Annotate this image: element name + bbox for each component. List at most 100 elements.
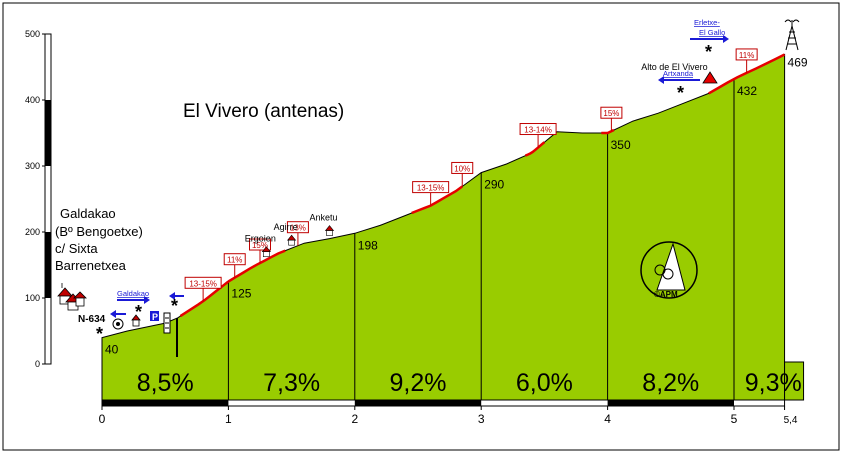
road-artxanda-label: Artxanda bbox=[663, 69, 694, 78]
altitude-label: 40 bbox=[105, 343, 119, 357]
gradient-tag-box bbox=[451, 161, 474, 174]
place-label: Alto de El Vivero bbox=[641, 62, 707, 72]
km-dividers bbox=[227, 78, 735, 400]
altitude-label: 290 bbox=[484, 178, 504, 192]
start-place: Galdakao (Bº Bengoetxe) c/ Sixta Barrene… bbox=[55, 206, 143, 273]
place-labels: Ergoien Agirre Anketu Alto de El Vivero bbox=[245, 62, 708, 258]
church-icon bbox=[131, 314, 141, 327]
x-tick-label: 5,4 bbox=[784, 415, 798, 426]
svg-text:P: P bbox=[152, 312, 158, 322]
gradient-tag-label: 10% bbox=[454, 164, 470, 173]
gradient-tag-label: 15% bbox=[252, 241, 268, 250]
roundabout-icon bbox=[112, 318, 124, 330]
y-tick-label: 400 bbox=[25, 95, 40, 105]
x-tick-labels: 0 1 2 3 4 5 5,4 bbox=[99, 406, 798, 426]
gradient-tag-box bbox=[412, 181, 450, 194]
x-bar-block bbox=[607, 400, 734, 406]
house-icon bbox=[263, 251, 270, 258]
x-axis-bar bbox=[101, 399, 786, 407]
segment-gradient-label: 8,2% bbox=[642, 369, 699, 397]
gradient-tag-box bbox=[184, 276, 222, 289]
y-tick-label: 500 bbox=[25, 29, 40, 39]
gradient-tag-label: 13-14% bbox=[524, 126, 552, 135]
start-place-name: Galdakao bbox=[60, 206, 116, 221]
apm-logo: ©APM bbox=[640, 241, 698, 299]
logo-text: ©APM bbox=[654, 290, 678, 299]
y-tick-labels: 0 100 200 300 400 500 bbox=[25, 29, 45, 369]
gradient-tag-label: 11% bbox=[227, 256, 242, 265]
gradient-tag-box bbox=[249, 238, 271, 251]
start-place-line-3: Barrenetxea bbox=[55, 258, 127, 273]
altitude-label: 198 bbox=[358, 238, 378, 252]
profile-end-block bbox=[784, 361, 805, 401]
gradient-tag-label: 13% bbox=[290, 224, 306, 233]
gradient-tag-label: 13-15% bbox=[417, 184, 445, 193]
x-bar-block bbox=[102, 400, 229, 406]
gradient-tag-box bbox=[286, 221, 309, 234]
village-icon bbox=[57, 283, 87, 311]
y-tick-label: 200 bbox=[25, 227, 40, 237]
arrow-left-icon bbox=[169, 292, 184, 300]
steep-section bbox=[524, 141, 546, 157]
y-tick-label: 0 bbox=[35, 359, 40, 369]
svg-text:*: * bbox=[96, 324, 103, 344]
asterisk-icon: * * bbox=[677, 42, 712, 103]
gradient-tag-box bbox=[519, 123, 557, 136]
gradient-tags: 13-15% 11% 15% 13% 13-15% 10% 13-14% 15% 11% bbox=[184, 48, 758, 302]
y-tick-label: 100 bbox=[25, 293, 40, 303]
arrow-left-icon bbox=[658, 76, 700, 84]
place-label: Ergoien bbox=[245, 234, 276, 244]
segment-gradient-label: 7,3% bbox=[263, 369, 320, 397]
barrier-icon bbox=[163, 312, 178, 357]
arrow-right-icon bbox=[690, 35, 729, 43]
road-erletxe-label: Erletxe- bbox=[694, 18, 720, 27]
gradient-tag-box bbox=[223, 253, 246, 266]
altitude-label: 469 bbox=[788, 55, 808, 69]
gradient-tag-label: 13-15% bbox=[189, 279, 217, 288]
road-n634-label: N-634 bbox=[78, 314, 106, 325]
y-tick-label: 300 bbox=[25, 161, 40, 171]
segment-gradient-label: 8,5% bbox=[137, 369, 194, 397]
x-tick-label: 4 bbox=[604, 412, 611, 426]
steep-section bbox=[227, 249, 286, 283]
arrow-left-icon bbox=[110, 310, 126, 318]
x-tick-label: 3 bbox=[478, 412, 485, 426]
svg-text:*: * bbox=[135, 302, 142, 322]
segment-gradient-label: 6,0% bbox=[516, 369, 573, 397]
house-icon bbox=[288, 239, 295, 246]
house-icon bbox=[326, 230, 333, 236]
segment-gradient-label: 9,2% bbox=[390, 369, 447, 397]
antenna-icon bbox=[784, 19, 800, 51]
svg-text:*: * bbox=[171, 296, 178, 316]
start-place-line-2: c/ Sixta bbox=[55, 241, 98, 256]
gradient-tag-box bbox=[600, 106, 623, 119]
place-label: Agirre bbox=[274, 222, 298, 232]
asterisk-icon: * * * bbox=[96, 296, 178, 344]
y-axis bbox=[44, 33, 52, 365]
place-label: Anketu bbox=[310, 213, 338, 223]
x-tick-label: 2 bbox=[351, 412, 358, 426]
altitude-labels: 40 125 198 290 350 432 469 bbox=[105, 55, 808, 356]
altitude-label: 350 bbox=[611, 138, 631, 152]
arrow-right-icon bbox=[117, 296, 150, 304]
gradient-tag-label: 11% bbox=[739, 51, 754, 60]
start-place-line-1: (Bº Bengoetxe) bbox=[55, 224, 143, 239]
x-tick-label: 0 bbox=[99, 412, 106, 426]
altitude-label: 432 bbox=[737, 84, 757, 98]
svg-text:*: * bbox=[677, 83, 684, 103]
steep-section bbox=[411, 185, 463, 215]
segment-gradient-labels: 8,5% 7,3% 9,2% 6,0% 8,2% 9,3% bbox=[137, 369, 802, 397]
svg-text:*: * bbox=[705, 42, 712, 62]
road-elgallo-label: El Gallo bbox=[699, 28, 725, 37]
parking-icon: P bbox=[150, 311, 159, 322]
segment-gradient-label: 9,3% bbox=[745, 369, 802, 397]
gradient-tag-box bbox=[735, 48, 758, 61]
summit-triangle-icon bbox=[702, 71, 718, 84]
x-tick-label: 5 bbox=[731, 412, 738, 426]
gradient-tag-label: 15% bbox=[603, 109, 619, 118]
x-tick-label: 1 bbox=[225, 412, 232, 426]
altitude-label: 125 bbox=[231, 287, 251, 301]
chart-title: El Vivero (antenas) bbox=[183, 101, 344, 122]
x-bar-block bbox=[354, 400, 482, 406]
